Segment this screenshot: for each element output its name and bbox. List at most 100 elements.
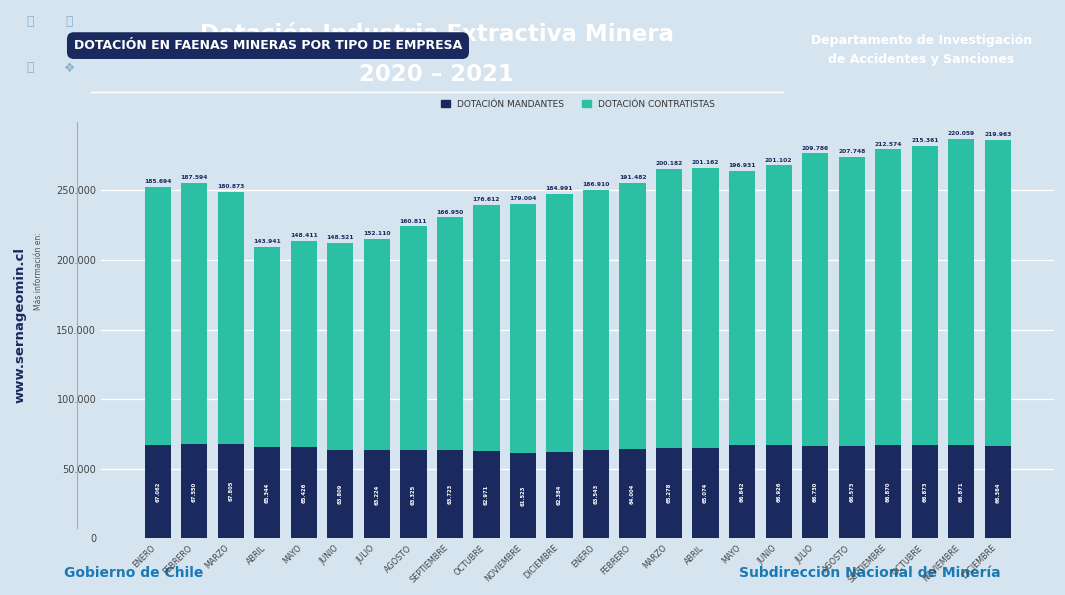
Bar	[181, 444, 208, 538]
Text: 201.162: 201.162	[692, 160, 719, 165]
Bar	[363, 239, 390, 450]
Bar	[510, 203, 536, 453]
Text: 61.523: 61.523	[521, 486, 525, 506]
Text: 66.730: 66.730	[813, 482, 818, 502]
Text: DOTACIÓN EN FAENAS MINERAS POR TIPO DE EMPRESA: DOTACIÓN EN FAENAS MINERAS POR TIPO DE E…	[73, 39, 462, 52]
Bar	[255, 247, 280, 447]
Legend: DOTACIÓN MANDANTES, DOTACIÓN CONTRATISTAS: DOTACIÓN MANDANTES, DOTACIÓN CONTRATISTA…	[437, 96, 719, 112]
Text: Dotación Industria Extractiva Minera: Dotación Industria Extractiva Minera	[200, 23, 673, 46]
Text: www.sernageomin.cl: www.sernageomin.cl	[14, 247, 27, 403]
Text: 2020 – 2021: 2020 – 2021	[359, 64, 514, 86]
Text: 66.870: 66.870	[886, 482, 890, 502]
Bar	[875, 149, 901, 446]
Text: 63.809: 63.809	[338, 484, 343, 504]
Bar	[620, 449, 645, 538]
Bar	[802, 446, 829, 538]
Text: Gobierno de Chile: Gobierno de Chile	[64, 566, 203, 580]
Bar	[948, 139, 974, 446]
Bar	[327, 243, 354, 450]
Bar	[255, 447, 280, 538]
Bar	[400, 227, 426, 450]
Bar	[583, 450, 609, 538]
Bar	[145, 187, 170, 445]
Text: 180.873: 180.873	[217, 184, 244, 189]
Text: 212.574: 212.574	[874, 142, 902, 146]
Bar	[692, 448, 719, 538]
Bar	[217, 192, 244, 444]
Text: Departamento de Investigación
de Accidentes y Sanciones: Departamento de Investigación de Acciden…	[810, 34, 1032, 66]
Bar	[875, 446, 901, 538]
Text: 200.182: 200.182	[655, 161, 683, 166]
Text: 66.871: 66.871	[958, 481, 964, 502]
Text: 66.364: 66.364	[996, 482, 1000, 503]
Text: 66.926: 66.926	[776, 481, 782, 502]
Bar	[473, 205, 499, 451]
Text: 152.110: 152.110	[363, 231, 391, 236]
Bar	[145, 445, 170, 538]
Bar	[838, 446, 865, 538]
Text: 63.224: 63.224	[374, 484, 379, 505]
Text: 66.842: 66.842	[740, 482, 744, 502]
Text: ⌕: ⌕	[26, 15, 34, 29]
Bar	[985, 446, 1011, 538]
Text: 148.411: 148.411	[290, 233, 317, 238]
Bar	[838, 156, 865, 446]
Bar	[546, 194, 573, 452]
Text: 143.941: 143.941	[253, 239, 281, 245]
Text: 191.482: 191.482	[619, 175, 646, 180]
Text: 185.694: 185.694	[144, 178, 171, 184]
Text: 65.278: 65.278	[667, 483, 672, 503]
Bar	[912, 146, 938, 446]
Bar	[291, 447, 317, 538]
Bar	[620, 183, 645, 449]
Text: 62.971: 62.971	[484, 484, 489, 505]
Bar	[217, 444, 244, 538]
Bar	[985, 140, 1011, 446]
Bar	[473, 451, 499, 538]
Text: 65.344: 65.344	[265, 483, 269, 503]
Text: 63.325: 63.325	[411, 484, 415, 505]
Text: 66.573: 66.573	[849, 482, 854, 502]
Text: 67.550: 67.550	[192, 481, 197, 502]
Bar	[656, 169, 683, 447]
Text: 63.723: 63.723	[447, 484, 453, 504]
Text: 65.426: 65.426	[301, 483, 307, 503]
Text: 207.748: 207.748	[838, 149, 866, 154]
Bar	[327, 450, 354, 538]
Text: 196.931: 196.931	[728, 164, 756, 168]
Bar	[766, 445, 792, 538]
Text: 67.805: 67.805	[228, 481, 233, 502]
Text: Más información en:: Más información en:	[33, 232, 43, 310]
Bar	[400, 450, 426, 538]
Bar	[291, 241, 317, 447]
Bar	[437, 217, 463, 450]
Bar	[437, 450, 463, 538]
Text: Subdirección Nacional de Minería: Subdirección Nacional de Minería	[739, 566, 1001, 580]
Text: 187.594: 187.594	[180, 176, 208, 180]
Text: 220.059: 220.059	[948, 131, 974, 136]
Bar	[766, 165, 792, 445]
Text: 63.543: 63.543	[593, 484, 599, 505]
Bar	[510, 453, 536, 538]
Bar	[656, 447, 683, 538]
Text: 179.004: 179.004	[509, 196, 537, 201]
Text: 184.991: 184.991	[545, 186, 573, 191]
Text: 64.004: 64.004	[630, 484, 635, 504]
Text: 215.361: 215.361	[911, 137, 938, 143]
Text: 176.612: 176.612	[473, 197, 501, 202]
Text: ⛏: ⛏	[65, 15, 73, 29]
Bar	[546, 452, 573, 538]
Bar	[730, 446, 755, 538]
Bar	[363, 450, 390, 538]
Text: 148.521: 148.521	[327, 235, 354, 240]
Text: 219.963: 219.963	[984, 132, 1012, 137]
Text: 67.062: 67.062	[155, 481, 160, 502]
Text: 65.074: 65.074	[703, 483, 708, 503]
Text: ⎘: ⎘	[26, 61, 34, 74]
Text: 201.102: 201.102	[765, 158, 792, 162]
Bar	[181, 183, 208, 444]
Text: 62.384: 62.384	[557, 485, 562, 505]
Bar	[802, 154, 829, 446]
Text: 160.811: 160.811	[399, 218, 427, 224]
Text: 186.910: 186.910	[583, 182, 610, 187]
